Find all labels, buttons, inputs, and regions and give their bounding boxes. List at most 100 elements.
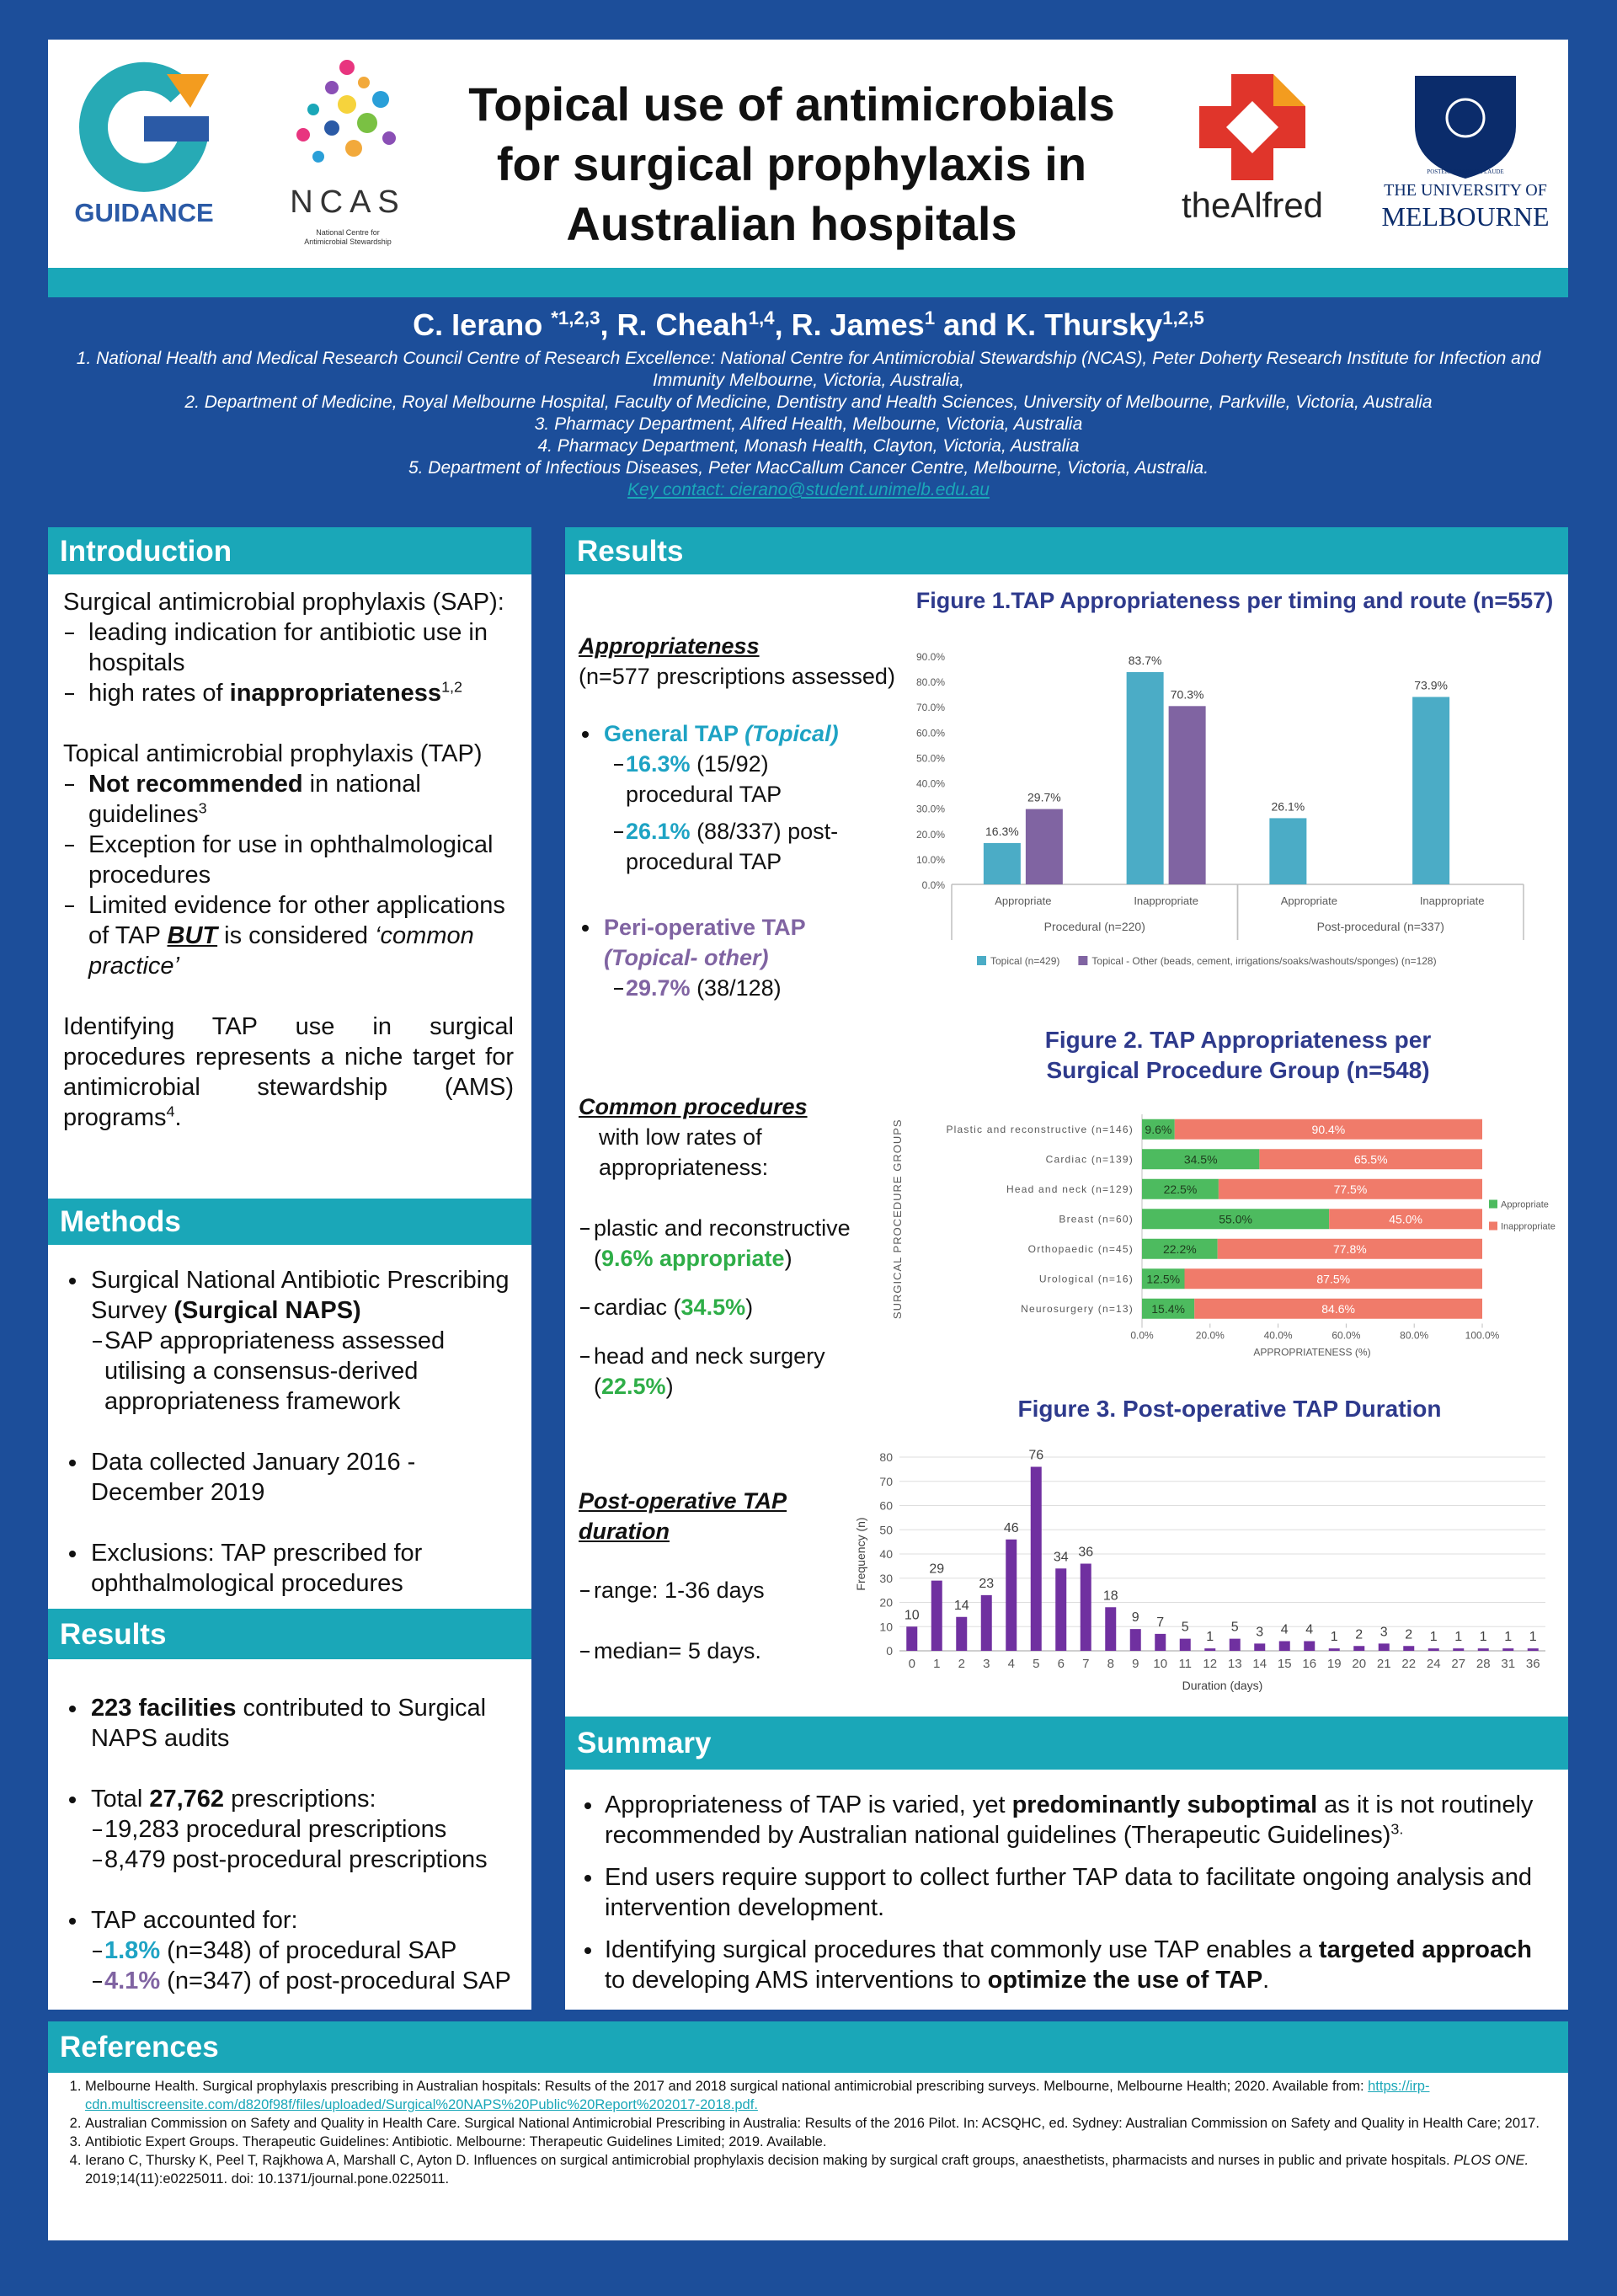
text: Appropriateness xyxy=(579,633,760,659)
text: 9.6% appropriate xyxy=(601,1246,785,1271)
text: 8,479 post-procedural prescriptions xyxy=(91,1845,525,1875)
text: General TAP xyxy=(604,721,745,746)
text: 26.1% xyxy=(626,819,691,844)
text: ) xyxy=(745,1295,754,1320)
text: Exception for use in ophthalmological pr… xyxy=(63,830,514,890)
text: 1,2 xyxy=(441,678,463,696)
text: (n=577 prescriptions assessed) xyxy=(579,664,895,689)
header-bar xyxy=(48,268,1568,297)
text: 4.1% xyxy=(104,1968,161,1994)
text: 16.3% xyxy=(626,751,691,777)
text: (Surgical NAPS) xyxy=(173,1297,361,1324)
text: is considered xyxy=(217,922,376,949)
methods-body: Surgical National Antibiotic Prescribing… xyxy=(66,1265,516,1599)
text: 2019;14(11):e0225011. doi: 10.1371/journ… xyxy=(85,2171,450,2187)
authors: C. Ierano *1,2,3, R. Cheah1,4, R. James1… xyxy=(0,307,1617,344)
panel xyxy=(48,574,531,1199)
affiliations: 1. National Health and Medical Research … xyxy=(42,348,1575,501)
text: contributed to Surgical NAPS audits xyxy=(91,1695,487,1752)
text: (38/128) xyxy=(690,975,782,1001)
text: 1 xyxy=(924,307,936,328)
figure-title: Figure 1.TAP Appropriateness per timing … xyxy=(915,588,1554,613)
text: Total xyxy=(91,1786,150,1813)
summary-body: Appropriateness of TAP is varied, yet pr… xyxy=(581,1790,1550,1995)
text: 1,2,5 xyxy=(1162,307,1204,328)
title-line: for surgical prophylaxis in xyxy=(496,137,1087,190)
text: range: 1-36 days xyxy=(579,1575,899,1605)
text: Common procedures xyxy=(579,1094,808,1119)
section-heading: Introduction xyxy=(48,527,531,574)
text: SAP appropriateness assessed utilising a… xyxy=(91,1326,516,1417)
text: Topical antimicrobial prophylaxis (TAP) xyxy=(63,740,483,767)
poster-title: Topical use of antimicrobials for surgic… xyxy=(455,74,1129,254)
text: (Topical) xyxy=(744,721,839,746)
text: (88/337) post-procedural TAP xyxy=(626,819,839,874)
text: *1,2,3 xyxy=(551,307,600,328)
text: 3. xyxy=(1390,1820,1404,1838)
section-heading: Results xyxy=(565,527,1568,574)
text: Appropriateness of TAP is varied, yet xyxy=(605,1791,1012,1818)
text: 19,283 procedural prescriptions xyxy=(91,1814,525,1845)
results-left-body: 223 facilities contributed to Surgical N… xyxy=(66,1693,525,1996)
text: https://irp-cdn.multiscreensite.com/d820… xyxy=(85,2079,1430,2112)
text: 5. Department of Infectious Diseases, Pe… xyxy=(408,458,1209,478)
text: 29.7% xyxy=(626,975,691,1001)
text: Surgical National Antibiotic Prescribing… xyxy=(91,1267,510,1324)
text: ‘common practice’ xyxy=(88,922,474,980)
text: Antibiotic Expert Groups. Therapeutic Gu… xyxy=(85,2133,1567,2151)
text: 1,4 xyxy=(748,307,775,328)
text: 4 xyxy=(166,1103,175,1120)
panel xyxy=(48,1245,531,1609)
text: . xyxy=(174,1104,182,1131)
section-heading: Summary xyxy=(565,1717,1568,1770)
figure-title: Figure 2. TAP Appropriateness per Surgic… xyxy=(1044,1027,1432,1083)
panel xyxy=(565,574,1568,1717)
text: 3 xyxy=(198,799,207,817)
text: 1.8% xyxy=(104,1937,161,1964)
text: Surgical antimicrobial prophylaxis (SAP)… xyxy=(63,589,504,616)
text: . xyxy=(1262,1967,1270,1994)
text: Post-operative TAP duration xyxy=(579,1488,787,1544)
text: predominantly suboptimal xyxy=(1011,1791,1318,1818)
text: 27,762 xyxy=(149,1786,225,1813)
text: , R. Cheah xyxy=(600,307,749,342)
text: Melbourne Health. Surgical prophylaxis p… xyxy=(85,2079,1369,2094)
text: plastic and reconstructive ( xyxy=(594,1215,851,1271)
title-line: Topical use of antimicrobials xyxy=(468,77,1115,131)
panel xyxy=(565,1770,1568,2010)
text: (15/92) procedural TAP xyxy=(626,751,782,807)
text: C. Ierano xyxy=(413,307,552,342)
text: 2. Department of Medicine, Royal Melbour… xyxy=(184,392,1433,412)
text: , R. James xyxy=(774,307,925,342)
reference-list: Melbourne Health. Surgical prophylaxis p… xyxy=(55,2077,1567,2188)
text: 3. Pharmacy Department, Alfred Health, M… xyxy=(534,414,1083,434)
text: to developing AMS interventions to xyxy=(605,1967,988,1994)
text: PLOS ONE. xyxy=(1454,2153,1529,2168)
text: Data collected January 2016 - December 2… xyxy=(66,1447,516,1508)
text: head and neck surgery ( xyxy=(594,1343,825,1399)
text: Australian Commission on Safety and Qual… xyxy=(85,2114,1567,2133)
text: Not recommended xyxy=(88,771,303,798)
section-heading: References xyxy=(48,2021,1568,2073)
panel xyxy=(48,1659,531,2010)
text: 1. National Health and Medical Research … xyxy=(76,349,1541,390)
text: Peri-operative TAP xyxy=(604,915,806,940)
text: (n=348) of procedural SAP xyxy=(160,1937,457,1964)
text: 22.5% xyxy=(601,1374,666,1399)
text: ) xyxy=(665,1374,674,1399)
section-heading: Results xyxy=(48,1609,531,1659)
text: in national guidelines xyxy=(88,771,421,828)
text: BUT xyxy=(167,922,218,949)
text: (Topical- other) xyxy=(604,945,769,970)
text: End users require support to collect fur… xyxy=(581,1862,1550,1923)
title-line: Australian hospitals xyxy=(566,197,1017,250)
text: 223 facilities xyxy=(91,1695,237,1722)
text: cardiac ( xyxy=(594,1295,681,1320)
text: optimize the use of TAP xyxy=(987,1967,1263,1994)
text: Identifying TAP use in surgical procedur… xyxy=(63,1013,514,1131)
text: 34.5% xyxy=(680,1295,746,1320)
introduction-body: Surgical antimicrobial prophylaxis (SAP)… xyxy=(63,587,514,1133)
text: Exclusions: TAP prescribed for ophthalmo… xyxy=(66,1538,516,1599)
text: leading indication for antibiotic use in… xyxy=(63,617,514,678)
